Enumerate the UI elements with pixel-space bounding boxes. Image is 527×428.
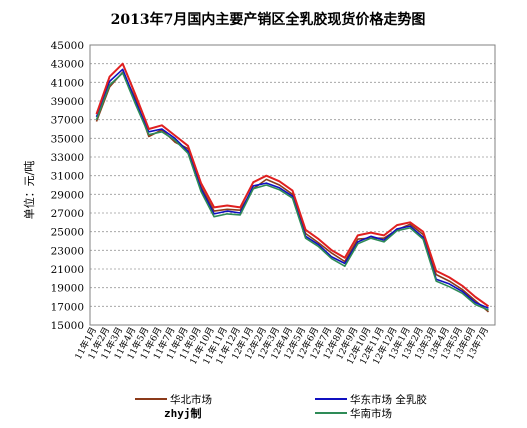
y-tick-label: 21000 — [51, 264, 84, 276]
legend-label-huadong: 华东市场 全乳胶 — [350, 393, 427, 406]
x-tick-labels: 11年1月11年2月11年3月11年4月11年5月11年6月11年7月11年8月… — [72, 325, 491, 367]
y-tick-label: 19000 — [51, 283, 84, 295]
y-tick-label: 33000 — [51, 152, 84, 164]
legend-label-huabei: 华北市场 — [170, 393, 212, 406]
y-tick-label: 43000 — [51, 59, 84, 71]
y-tick-label: 17000 — [51, 301, 84, 313]
y-tick-label: 23000 — [51, 245, 84, 257]
y-tick-label: 35000 — [51, 133, 84, 145]
series-lines — [95, 62, 490, 313]
legend-label-huanan: 华南市场 — [350, 407, 392, 420]
y-tick-label: 29000 — [51, 189, 84, 201]
credit-label: zhyj制 — [164, 406, 202, 420]
y-tick-label: 37000 — [51, 115, 84, 127]
y-tick-label: 45000 — [51, 40, 84, 52]
y-tick-label: 31000 — [51, 171, 84, 183]
series-line-3 — [95, 62, 490, 308]
y-axis-label: 单位：元/吨 — [22, 161, 36, 220]
y-tick-label: 41000 — [51, 77, 84, 89]
y-tick-label: 39000 — [51, 96, 84, 108]
y-tick-label: 15000 — [51, 320, 84, 332]
plot-frame — [89, 44, 496, 326]
series-line-2 — [95, 72, 489, 311]
y-tick-label: 27000 — [51, 208, 84, 220]
chart-title: 2013年7月国内主要产销区全乳胶现货价格走势图 — [111, 11, 426, 28]
series-line-1 — [95, 68, 489, 309]
y-tick-label: 25000 — [51, 227, 84, 239]
y-tick-labels: 45000 43000 41000 39000 37000 35000 33000 31000… — [51, 40, 84, 332]
legend: 华北市场 华东市场 全乳胶 华南市场 zhyj制 — [135, 393, 427, 420]
